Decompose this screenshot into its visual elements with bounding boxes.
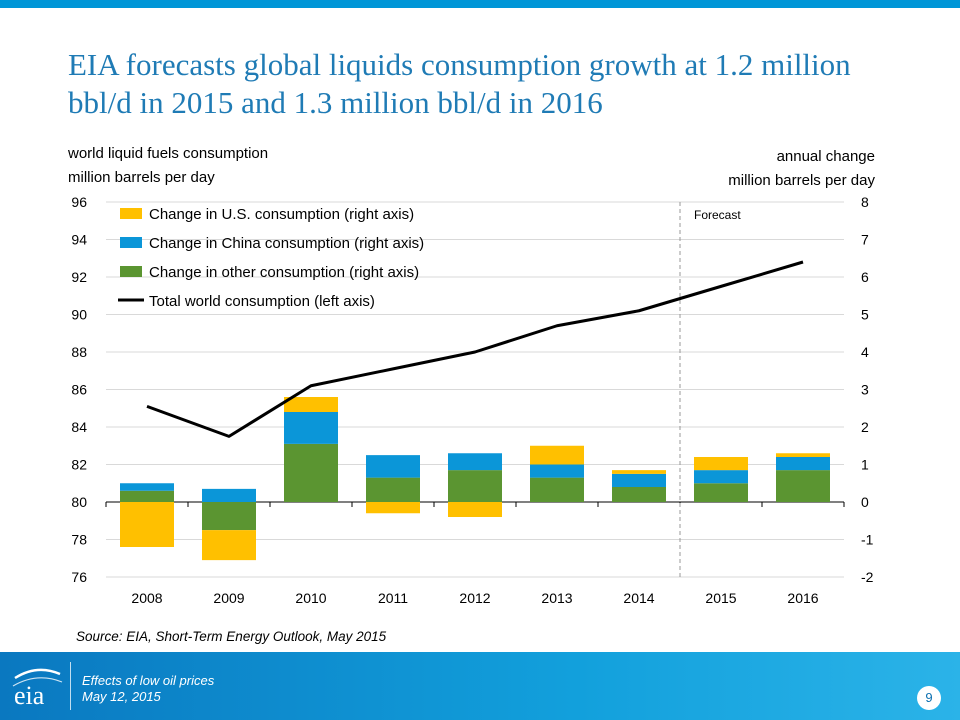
left-axis-tick-label: 92: [71, 269, 87, 285]
category-label: 2010: [295, 590, 326, 606]
legend-swatch: [120, 266, 142, 277]
category-label: 2015: [705, 590, 736, 606]
left-axis-title-line-2: million barrels per day: [68, 169, 215, 186]
right-axis-tick-label: 5: [861, 307, 869, 323]
bar-other-change: [448, 470, 502, 502]
forecast-label: Forecast: [694, 208, 741, 222]
bar-other-change: [776, 470, 830, 502]
bar-china-change: [530, 464, 584, 478]
legend-swatch: [120, 208, 142, 219]
legend-label: Change in other consumption (right axis): [149, 264, 419, 281]
bar-other-change: [612, 487, 666, 502]
left-axis-tick-label: 96: [71, 194, 87, 210]
bar-other-change: [530, 477, 584, 502]
left-axis-title-line-1: world liquid fuels consumption: [68, 145, 269, 162]
bar-china-change: [694, 470, 748, 484]
right-axis-tick-label: 3: [861, 382, 869, 398]
source-note: Source: EIA, Short-Term Energy Outlook, …: [76, 629, 387, 644]
right-axis-tick-label: -1: [861, 532, 874, 548]
bar-other-change: [694, 483, 748, 502]
left-axis-title: world liquid fuels consumption million b…: [68, 142, 268, 190]
bar-other-change: [366, 477, 420, 502]
bar-us-change: [612, 470, 666, 474]
bar-other-change: [202, 502, 256, 531]
right-axis-tick-label: 0: [861, 494, 869, 510]
category-label: 2012: [459, 590, 490, 606]
legend-label: Total world consumption (left axis): [149, 293, 375, 310]
right-axis-title-line-1: annual change: [776, 148, 875, 165]
right-axis-tick-label: -2: [861, 569, 874, 585]
left-axis-tick-label: 80: [71, 494, 87, 510]
eia-logo-icon: eia: [12, 668, 63, 710]
right-axis-tick-label: 7: [861, 232, 869, 248]
category-label: 2009: [213, 590, 244, 606]
right-axis-tick-label: 6: [861, 269, 869, 285]
category-label: 2013: [541, 590, 572, 606]
left-axis-tick-label: 86: [71, 382, 87, 398]
right-axis-tick-label: 2: [861, 419, 869, 435]
left-axis-tick-label: 82: [71, 457, 87, 473]
footer-presentation-title: Effects of low oil prices: [82, 673, 215, 688]
bar-us-change: [202, 530, 256, 561]
bar-us-change: [530, 445, 584, 465]
total-consumption-line: [146, 260, 804, 438]
bar-us-change: [776, 453, 830, 457]
left-axis-tick-label: 78: [71, 532, 87, 548]
right-axis-title-line-2: million barrels per day: [728, 172, 875, 189]
bar-other-change: [120, 490, 174, 502]
bar-china-change: [366, 455, 420, 478]
bar-china-change: [284, 412, 338, 444]
bar-china-change: [202, 488, 256, 502]
legend-label: Change in China consumption (right axis): [149, 235, 424, 252]
bar-china-change: [612, 473, 666, 487]
bar-china-change: [776, 457, 830, 471]
bar-other-change: [284, 443, 338, 502]
legend-swatch: [120, 237, 142, 248]
footer-bar: eia Effects of low oil prices May 12, 20…: [0, 652, 960, 720]
right-axis-tick-label: 1: [861, 457, 869, 473]
bar-us-change: [120, 502, 174, 547]
category-label: 2014: [623, 590, 654, 606]
bar-us-change: [448, 502, 502, 517]
top-accent-bar: [0, 0, 960, 8]
left-axis-tick-label: 90: [71, 307, 87, 323]
bar-us-change: [694, 457, 748, 471]
legend-label: Change in U.S. consumption (right axis): [149, 206, 414, 223]
left-axis-tick-label: 76: [71, 569, 87, 585]
category-label: 2008: [131, 590, 162, 606]
category-label: 2011: [378, 590, 408, 606]
footer-text: Effects of low oil prices May 12, 2015: [82, 673, 214, 705]
page-number: 9: [917, 686, 941, 710]
slide-title: EIA forecasts global liquids consumption…: [68, 47, 851, 120]
footer-divider: [70, 662, 71, 710]
bar-us-change: [284, 397, 338, 412]
bar-china-change: [448, 453, 502, 471]
left-axis-tick-label: 84: [71, 419, 87, 435]
right-axis-tick-label: 8: [861, 194, 869, 210]
right-axis-title: annual change million barrels per day: [728, 145, 875, 193]
left-axis-tick-label: 88: [71, 344, 87, 360]
bar-china-change: [120, 483, 174, 491]
eia-logo-text: eia: [14, 681, 45, 710]
footer-date: May 12, 2015: [82, 689, 161, 704]
right-axis-tick-label: 4: [861, 344, 869, 360]
category-label: 2016: [787, 590, 818, 606]
left-axis-tick-label: 94: [71, 232, 87, 248]
bar-us-change: [366, 502, 420, 514]
